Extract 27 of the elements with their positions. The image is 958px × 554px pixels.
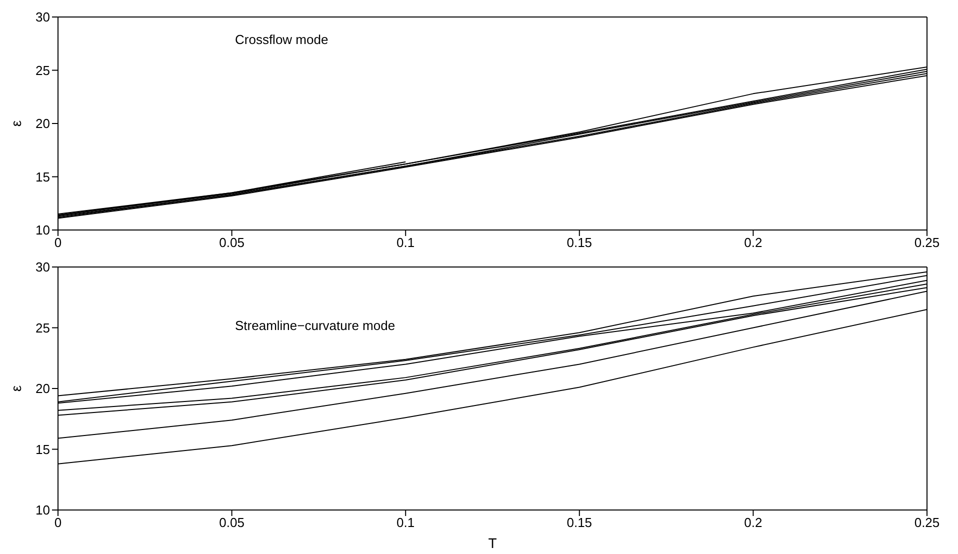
- y-tick-label: 15: [36, 442, 50, 457]
- x-tick-label: 0.1: [396, 515, 415, 530]
- x-tick-label: 0: [54, 515, 62, 530]
- y-tick-label: 20: [36, 116, 50, 132]
- x-tick-label: 0.2: [744, 515, 762, 530]
- x-tick-label: 0.1: [396, 235, 415, 250]
- y-tick-label: 10: [36, 222, 50, 238]
- x-axis-title: T: [488, 535, 498, 551]
- x-tick-label: 0.25: [914, 515, 940, 530]
- y-tick-label: 15: [36, 169, 50, 184]
- annotation: Crossflow mode: [235, 32, 328, 47]
- annotation: Streamline−curvature mode: [235, 318, 396, 333]
- y-tick-label: 25: [36, 62, 50, 78]
- y-tick-label: 30: [36, 260, 50, 275]
- x-tick-label: 0.05: [219, 235, 244, 250]
- y-tick-label: 10: [36, 502, 50, 518]
- x-tick-label: 0: [54, 235, 62, 250]
- y-tick-label: 20: [36, 381, 50, 396]
- x-tick-label: 0.2: [744, 235, 762, 250]
- x-tick-label: 0.15: [566, 515, 592, 530]
- y-axis-title: ε: [8, 385, 24, 392]
- x-tick-label: 0.15: [566, 235, 592, 250]
- y-tick-label: 25: [36, 320, 50, 336]
- y-tick-label: 30: [36, 10, 50, 25]
- x-tick-label: 0.25: [914, 235, 940, 250]
- y-axis-title: ε: [8, 120, 24, 127]
- x-tick-label: 0.05: [219, 515, 244, 530]
